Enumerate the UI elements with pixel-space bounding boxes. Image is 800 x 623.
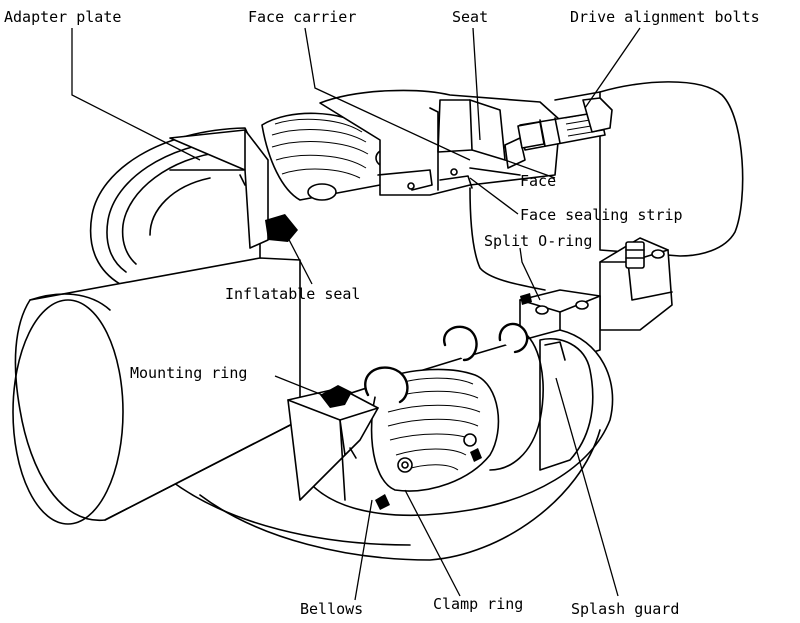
label-mounting-ring: Mounting ring (130, 364, 247, 382)
label-clamp-ring: Clamp ring (433, 595, 523, 613)
label-splash-guard: Splash guard (571, 600, 679, 618)
label-seat: Seat (452, 8, 488, 26)
shaft-front (12, 257, 301, 525)
splash-guard (489, 329, 594, 471)
drive-alignment-bolts (517, 97, 613, 151)
label-adapter-plate: Adapter plate (4, 8, 121, 26)
split-line (469, 187, 546, 291)
adapter-plate (89, 127, 269, 289)
label-inflatable-seal: Inflatable seal (225, 285, 360, 303)
label-split-o-ring: Split O-ring (484, 232, 592, 250)
label-drive-alignment-bolts: Drive alignment bolts (570, 8, 760, 26)
label-face-sealing-strip: Face sealing strip (520, 206, 683, 224)
label-face-carrier: Face carrier (248, 8, 356, 26)
label-face: Face (520, 172, 556, 190)
clamp-rings (364, 322, 529, 473)
face-parts (439, 167, 521, 189)
mounting-ring-block (287, 387, 379, 501)
leader-lines (71, 27, 641, 601)
face-carrier-block (319, 89, 561, 196)
seal-marks (265, 214, 532, 510)
shaft-upper (554, 81, 744, 257)
label-bellows: Bellows (300, 600, 363, 618)
